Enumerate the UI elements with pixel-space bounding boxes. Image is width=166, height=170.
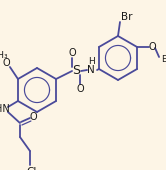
Text: CH₃: CH₃ [0, 52, 8, 61]
Text: O: O [76, 84, 84, 94]
Text: O: O [68, 48, 76, 58]
Text: O: O [29, 112, 37, 122]
Text: Br: Br [121, 12, 133, 22]
Text: Cl: Cl [27, 167, 37, 170]
Text: S: S [72, 64, 80, 78]
Text: Et: Et [161, 55, 166, 64]
Text: O: O [148, 42, 156, 52]
Text: N: N [87, 65, 95, 75]
Text: H: H [88, 56, 94, 65]
Text: O: O [2, 58, 10, 68]
Text: HN: HN [0, 104, 9, 114]
